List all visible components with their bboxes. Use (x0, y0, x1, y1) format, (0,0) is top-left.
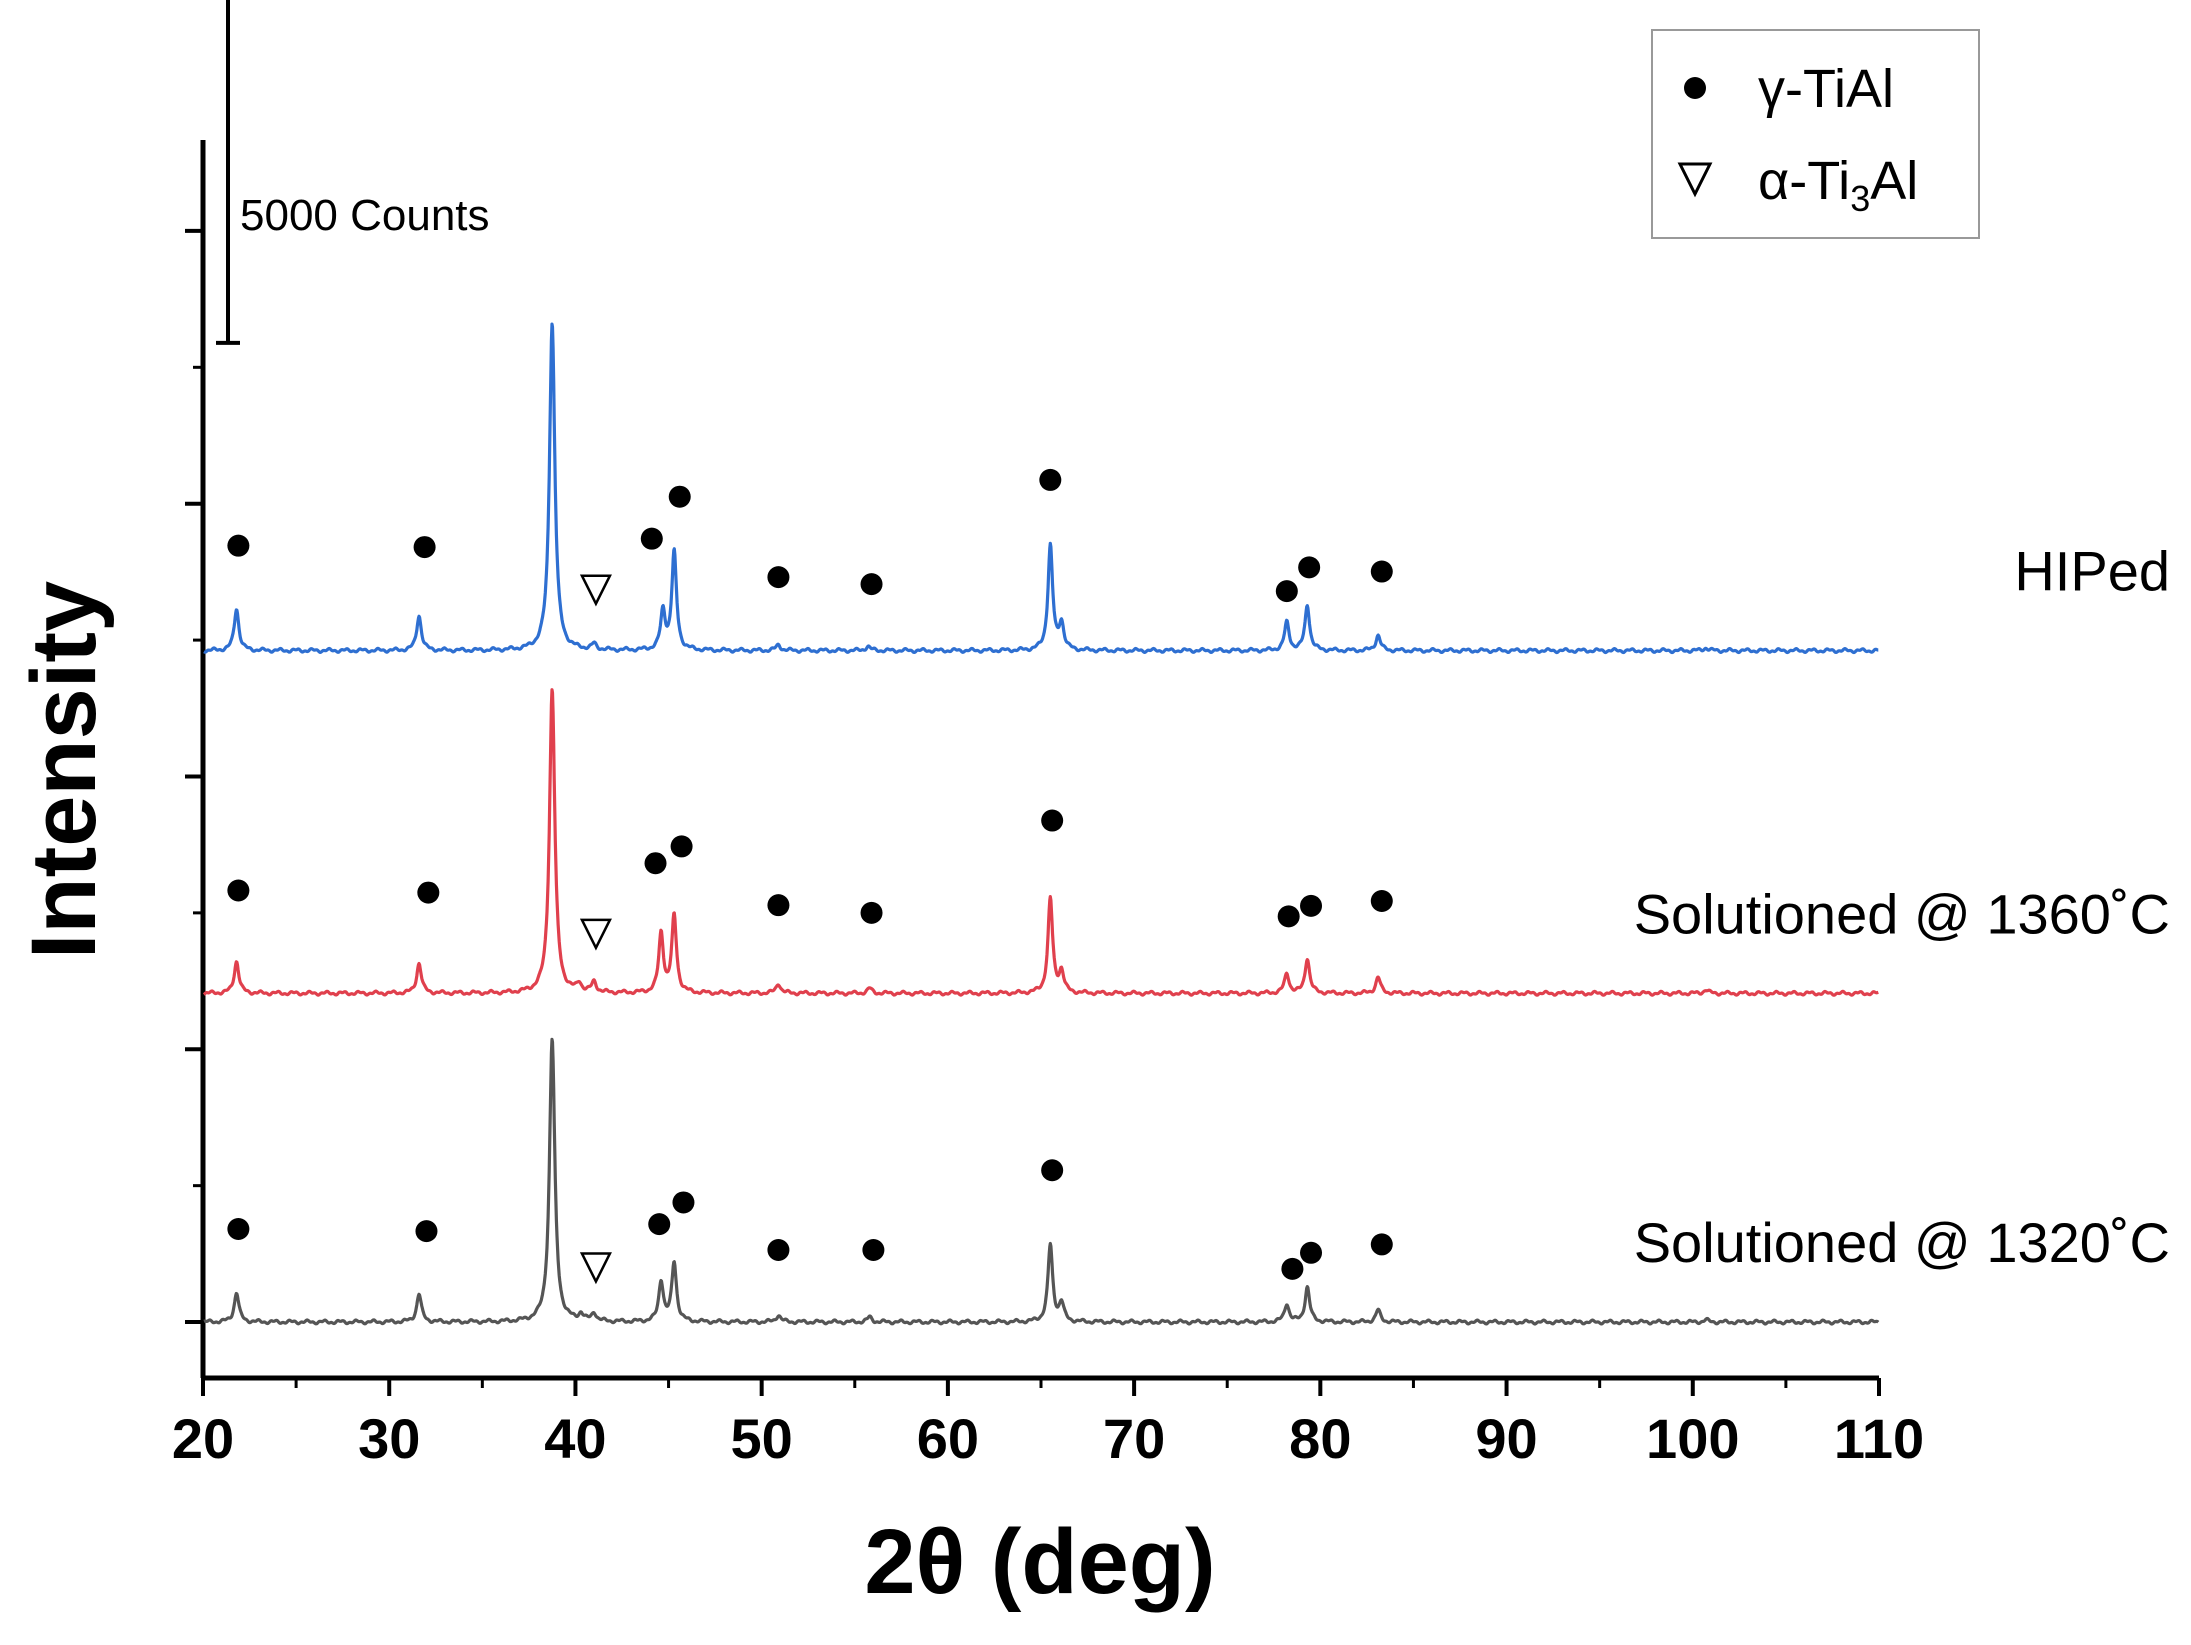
gamma-tial-marker (415, 1220, 438, 1243)
gamma-tial-marker (227, 879, 250, 902)
legend: γ-TiAl α-Ti3Al (1651, 29, 1980, 239)
x-axis-label: 2θ (deg) (864, 1511, 1215, 1613)
alpha-ti3al-marker (579, 574, 612, 607)
scale-bar-label: 5000 Counts (240, 191, 490, 240)
gamma-tial-marker (767, 894, 790, 917)
y-axis-label: Intensity (13, 581, 115, 959)
axes: 20 30 40 50 60 70 80 90 100 110 (172, 140, 1924, 1470)
gamma-tial-marker (640, 527, 663, 550)
x-tick-label: 60 (917, 1407, 979, 1470)
gamma-tial-marker (1370, 1233, 1393, 1256)
gamma-tial-marker (1277, 905, 1300, 928)
scale-bar: 5000 Counts (216, 0, 490, 345)
gamma-tial-marker (767, 1239, 790, 1262)
gamma-tial-marker (1275, 580, 1298, 603)
series-label-2: Solutioned @ 1360˚C (1634, 882, 2170, 945)
gamma-tial-marker (668, 485, 691, 508)
series-label-1: HIPed (2014, 540, 2170, 603)
gamma-tial-marker (1300, 894, 1323, 917)
gamma-tial-marker (417, 881, 440, 904)
gamma-tial-marker (1281, 1257, 1304, 1280)
gamma-tial-marker (767, 566, 790, 589)
legend-label-subscript: 3 (1850, 178, 1870, 219)
legend-label-1: γ-TiAl (1758, 59, 1894, 119)
legend-label-suffix: Al (1870, 151, 1918, 211)
gamma-tial-marker (860, 573, 883, 596)
gamma-tial-marker (644, 852, 667, 875)
alpha-ti3al-marker (579, 1252, 612, 1285)
legend-symbol-circle (1684, 77, 1706, 99)
x-tick-label: 30 (358, 1407, 420, 1470)
series-layer (202, 322, 1880, 1326)
gamma-tial-marker (648, 1213, 671, 1236)
gamma-tial-marker (1370, 889, 1393, 912)
legend-label-main: α-Ti (1758, 151, 1850, 211)
x-tick-label: 70 (1103, 1407, 1165, 1470)
gamma-tial-marker (670, 835, 693, 858)
gamma-tial-marker (1041, 1159, 1064, 1182)
series-label-3: Solutioned @ 1320˚C (1634, 1211, 2170, 1274)
gamma-tial-marker (1370, 560, 1393, 583)
x-tick-label: 100 (1646, 1407, 1739, 1470)
series-labels: HIPed Solutioned @ 1360˚C Solutioned @ 132… (1634, 540, 2170, 1274)
gamma-tial-marker (413, 536, 436, 559)
legend-box (1651, 29, 1980, 239)
x-tick-label: 40 (544, 1407, 606, 1470)
legend-label-main: γ-TiAl (1758, 59, 1894, 119)
gamma-tial-marker (1041, 809, 1064, 832)
gamma-tial-marker (862, 1239, 885, 1262)
series-line-1 (202, 322, 1880, 655)
x-tick-label: 90 (1475, 1407, 1537, 1470)
x-tick-label: 50 (731, 1407, 793, 1470)
gamma-tial-marker (227, 534, 250, 557)
gamma-tial-marker (1039, 468, 1062, 491)
legend-symbol-triangle (1677, 162, 1713, 198)
alpha-ti3al-marker (579, 918, 612, 951)
gamma-tial-marker (860, 901, 883, 924)
gamma-tial-marker (227, 1218, 250, 1241)
series-line-3 (202, 1037, 1880, 1326)
gamma-tial-marker (1300, 1241, 1323, 1264)
x-tick-label: 80 (1289, 1407, 1351, 1470)
x-tick-label: 110 (1834, 1407, 1924, 1470)
x-tick-label: 20 (172, 1407, 234, 1470)
series-line-2 (202, 688, 1880, 997)
gamma-tial-marker (672, 1191, 695, 1214)
phase-markers (227, 468, 1393, 1285)
gamma-tial-marker (1298, 556, 1321, 579)
legend-label-2: α-Ti3Al (1758, 151, 1918, 219)
